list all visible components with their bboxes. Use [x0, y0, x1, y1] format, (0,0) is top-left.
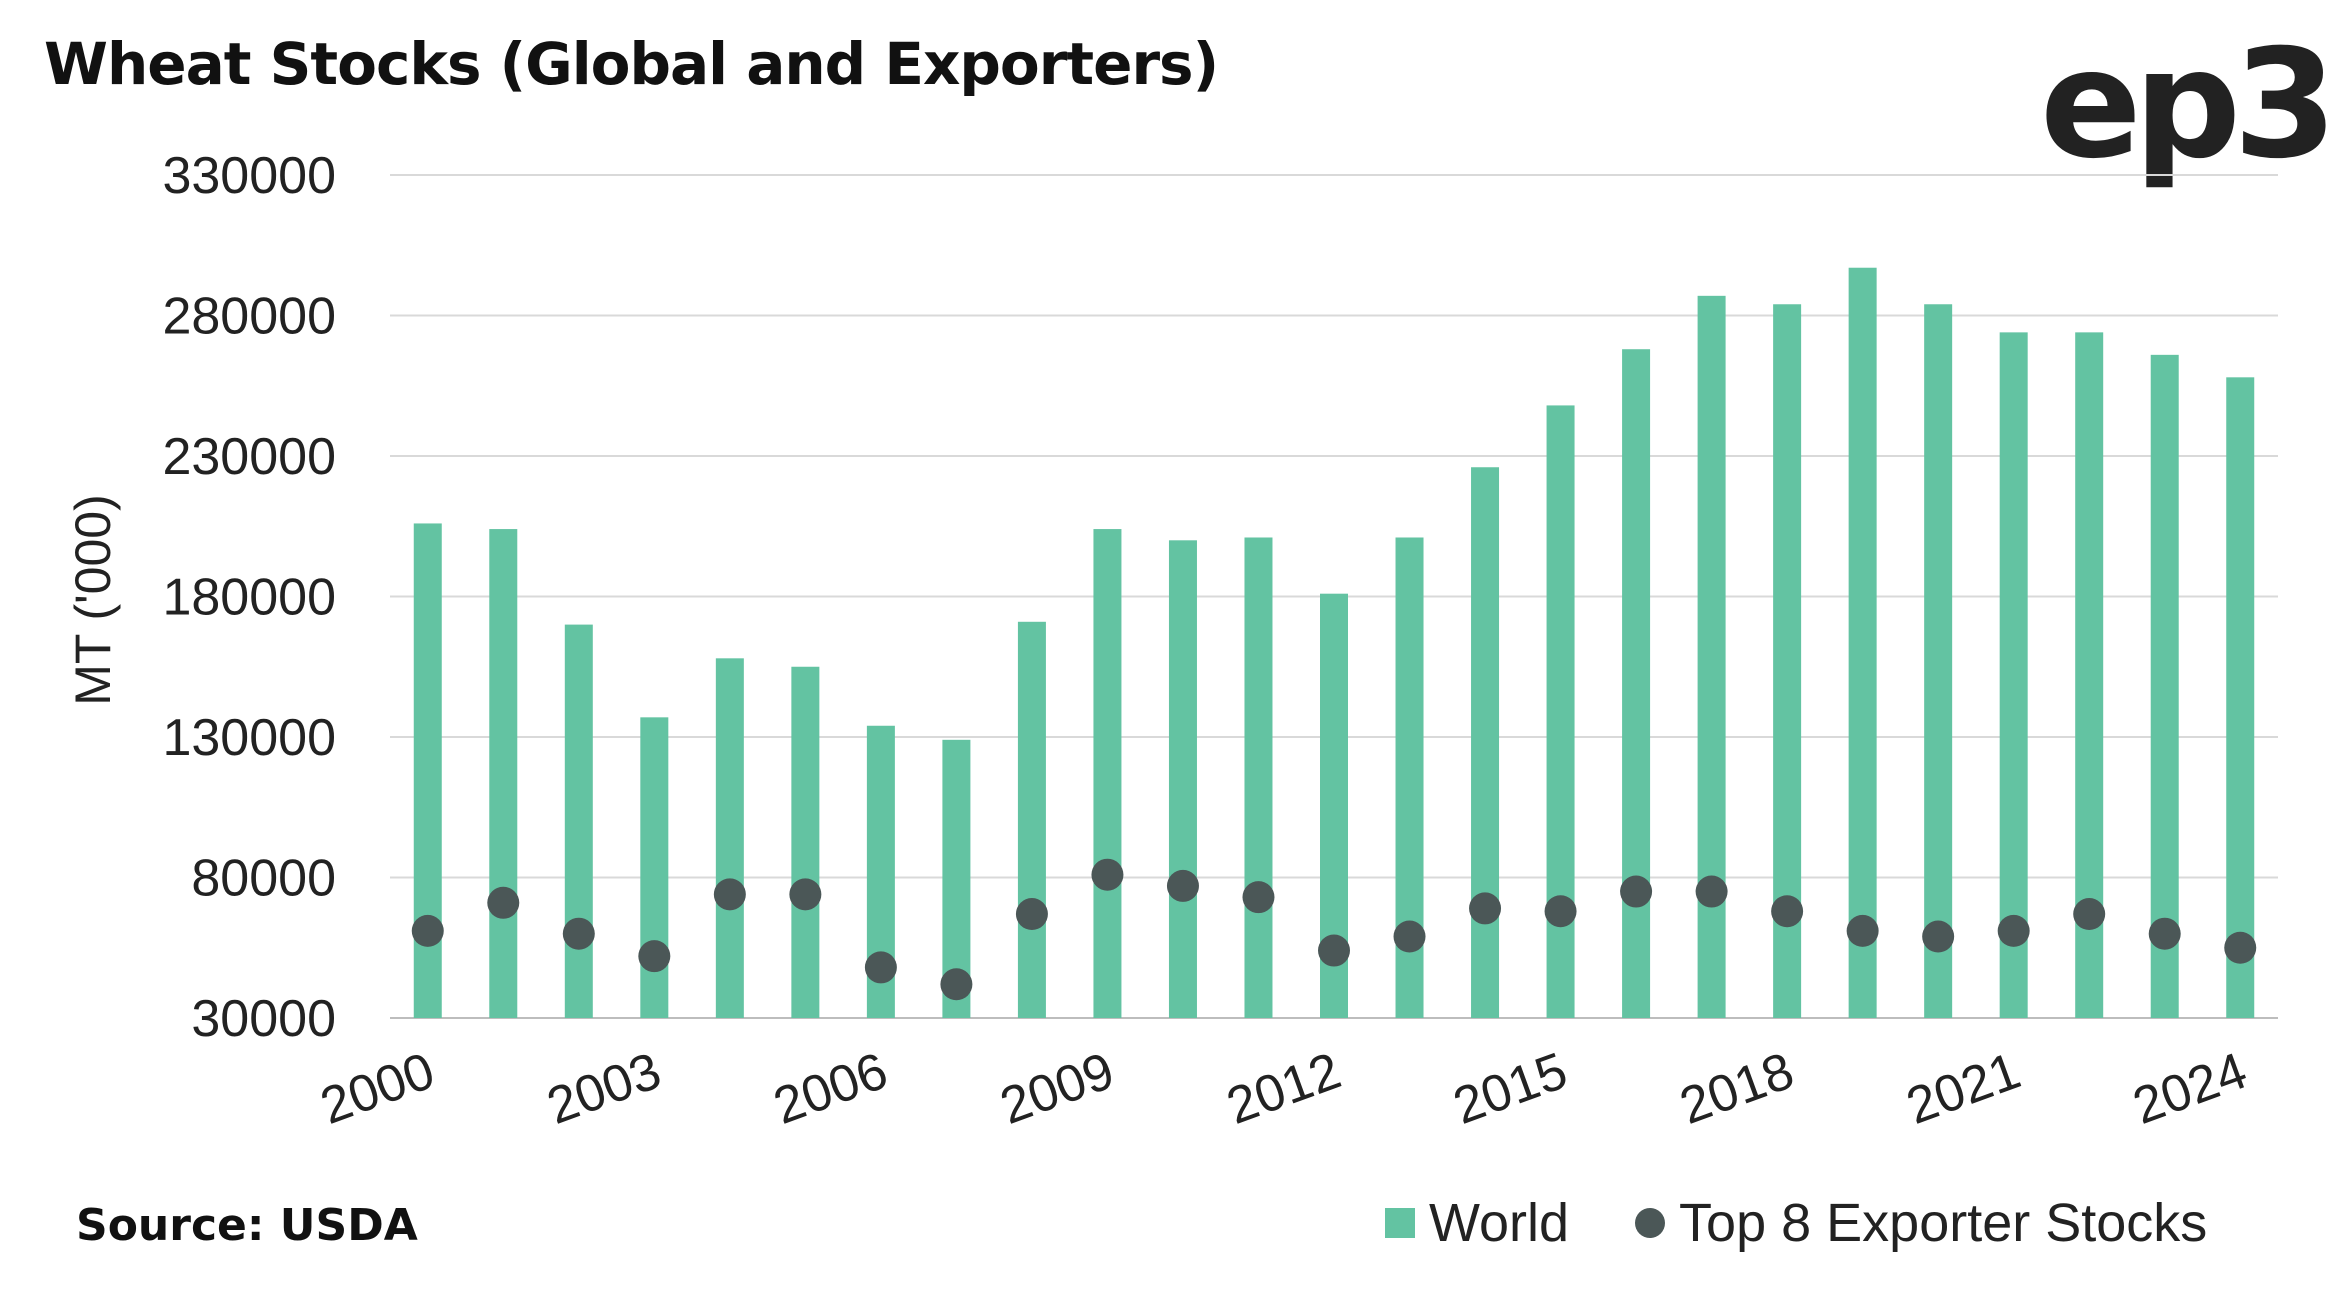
y-tick-label: 180000 [162, 569, 336, 627]
point-exporter-2002 [562, 917, 595, 950]
point-exporter-2008 [1015, 898, 1048, 931]
bar-world-2023 [2150, 354, 2179, 1019]
bar-world-2001 [489, 529, 518, 1018]
bar-world-2003 [640, 717, 669, 1018]
point-exporter-2016 [1620, 875, 1653, 908]
legend-exporter-label: Top 8 Exporter Stocks [1679, 1193, 2208, 1253]
chart-title: Wheat Stocks (Global and Exporters) [44, 30, 1219, 98]
x-tick-label: 2018 [1673, 1042, 1802, 1136]
world-bars [413, 267, 2255, 1019]
source-note: Source: USDA [76, 1200, 418, 1251]
brand-logo: ep3 [2040, 18, 2337, 192]
point-exporter-2015 [1544, 895, 1577, 928]
point-exporter-2005 [789, 878, 822, 911]
x-tick-label: 2021 [1899, 1042, 2028, 1136]
bar-world-2017 [1697, 295, 1726, 1019]
y-axis-label: MT ('000) [65, 494, 121, 705]
point-exporter-2024 [2224, 931, 2257, 964]
point-exporter-2001 [487, 886, 520, 919]
y-tick-labels: 30000 80000 130000 180000 230000 280000 330000 [162, 147, 336, 1048]
point-exporter-2021 [1997, 914, 2030, 947]
point-exporter-2004 [713, 878, 746, 911]
legend: World Top 8 Exporter Stocks [1385, 1192, 2207, 1254]
point-exporter-2019 [1846, 914, 1879, 947]
bar-world-2011 [1244, 537, 1273, 1018]
point-exporter-2023 [2148, 917, 2181, 950]
x-tick-label: 2003 [540, 1042, 669, 1136]
exporter-points [411, 858, 2257, 1001]
bar-world-2010 [1168, 540, 1197, 1018]
bar-world-2024 [2226, 377, 2255, 1018]
point-exporter-2010 [1166, 869, 1199, 902]
point-exporter-2006 [864, 951, 897, 984]
y-tick-label: 280000 [162, 288, 336, 346]
legend-world-swatch [1385, 1208, 1415, 1238]
point-exporter-2003 [638, 940, 671, 973]
x-tick-label: 2000 [313, 1042, 442, 1136]
y-tick-label: 80000 [191, 850, 336, 908]
legend-world-label: World [1429, 1193, 1570, 1253]
bar-world-2005 [791, 666, 820, 1018]
x-tick-label: 2006 [766, 1042, 895, 1136]
x-tick-label: 2009 [993, 1042, 1122, 1136]
bar-world-2020 [1924, 304, 1953, 1018]
bar-world-2016 [1622, 349, 1651, 1019]
point-exporter-2011 [1242, 881, 1275, 914]
y-tick-label: 30000 [191, 990, 336, 1048]
x-tick-label: 2012 [1220, 1042, 1349, 1136]
bar-world-2008 [1017, 621, 1046, 1018]
y-tick-label: 130000 [162, 709, 336, 767]
point-exporter-2018 [1771, 895, 1804, 928]
point-exporter-2014 [1469, 892, 1502, 925]
x-tick-label: 2024 [2126, 1042, 2255, 1136]
bar-world-2021 [1999, 332, 2028, 1018]
y-tick-label: 330000 [162, 147, 336, 205]
point-exporter-2000 [411, 914, 444, 947]
x-tick-labels: 2000 2003 2006 2009 2012 2015 2018 2021 2024 [313, 1042, 2254, 1136]
point-exporter-2007 [940, 968, 973, 1001]
bar-world-2014 [1471, 467, 1500, 1018]
point-exporter-2017 [1695, 875, 1728, 908]
point-exporter-2012 [1318, 934, 1350, 967]
bar-world-2002 [564, 624, 593, 1018]
point-exporter-2020 [1922, 920, 1955, 953]
legend-exporter-swatch [1635, 1208, 1666, 1238]
bar-world-2009 [1093, 529, 1122, 1018]
y-tick-label: 230000 [162, 428, 336, 486]
point-exporter-2022 [2073, 898, 2106, 931]
point-exporter-2009 [1091, 858, 1124, 891]
x-tick-label: 2015 [1446, 1042, 1575, 1136]
point-exporter-2013 [1393, 920, 1426, 953]
bar-world-2019 [1848, 267, 1877, 1019]
bar-world-2004 [715, 658, 744, 1018]
